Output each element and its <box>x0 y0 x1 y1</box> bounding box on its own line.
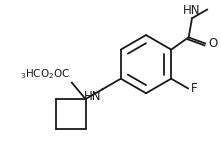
Text: F: F <box>191 82 198 95</box>
Text: HN: HN <box>84 90 101 103</box>
Text: O: O <box>208 37 217 50</box>
Text: HN: HN <box>183 4 201 17</box>
Text: $_{3}$HCO$_{2}$OC: $_{3}$HCO$_{2}$OC <box>20 67 70 81</box>
